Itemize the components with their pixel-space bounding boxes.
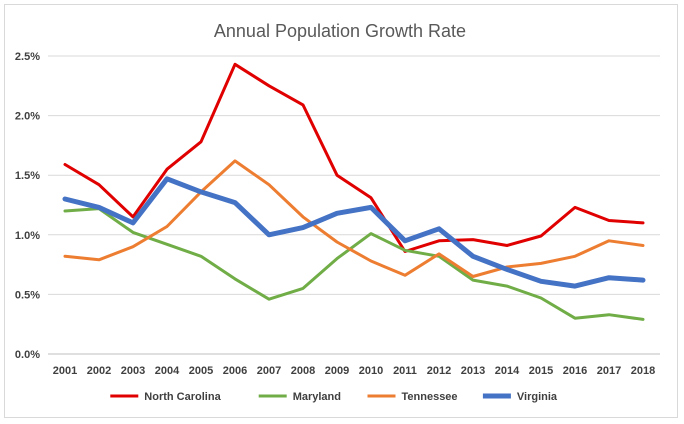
legend-label-tennessee: Tennessee bbox=[402, 391, 458, 403]
series-line-tennessee bbox=[63, 159, 645, 278]
y-tick-label: 2.5% bbox=[15, 51, 40, 63]
y-tick-label: 0.5% bbox=[15, 289, 40, 301]
legend-label-maryland: Maryland bbox=[293, 391, 341, 403]
grid-lines bbox=[48, 55, 660, 355]
y-tick-label: 1.5% bbox=[15, 170, 40, 182]
series-line-north-carolina bbox=[63, 62, 645, 253]
x-axis-ticks: 2001 2002 2003 2004 2005 2006 2007 2008 2009 2010… bbox=[53, 365, 655, 377]
x-tick-label: 2014 bbox=[495, 365, 520, 377]
series-line-maryland bbox=[63, 207, 645, 321]
legend: North Carolina Maryland Tennessee Virginia bbox=[110, 391, 558, 403]
series-lines bbox=[62, 62, 646, 321]
x-tick-label: 2005 bbox=[189, 365, 213, 377]
legend-label-virginia: Virginia bbox=[517, 391, 558, 403]
x-tick-label: 2007 bbox=[257, 365, 281, 377]
y-axis-ticks: 0.0% 0.5% 1.0% 1.5% 2.0% 2.5% bbox=[15, 51, 40, 361]
y-tick-label: 2.0% bbox=[15, 111, 40, 123]
x-tick-label: 2010 bbox=[359, 365, 383, 377]
x-tick-label: 2002 bbox=[87, 365, 111, 377]
x-tick-label: 2001 bbox=[53, 365, 77, 377]
x-tick-label: 2012 bbox=[427, 365, 451, 377]
x-tick-label: 2003 bbox=[121, 365, 145, 377]
y-tick-label: 1.0% bbox=[15, 230, 40, 242]
x-tick-label: 2011 bbox=[393, 365, 417, 377]
series-line-virginia bbox=[62, 176, 646, 289]
y-tick-label: 0.0% bbox=[15, 349, 40, 361]
x-tick-label: 2009 bbox=[325, 365, 349, 377]
legend-label-north-carolina: North Carolina bbox=[144, 391, 221, 403]
x-tick-label: 2004 bbox=[155, 365, 180, 377]
chart-title: Annual Population Growth Rate bbox=[214, 21, 466, 41]
x-tick-label: 2013 bbox=[461, 365, 485, 377]
x-tick-label: 2015 bbox=[529, 365, 553, 377]
x-tick-label: 2006 bbox=[223, 365, 247, 377]
x-tick-label: 2016 bbox=[563, 365, 587, 377]
x-tick-label: 2008 bbox=[291, 365, 315, 377]
x-tick-label: 2018 bbox=[631, 365, 655, 377]
x-tick-label: 2017 bbox=[597, 365, 621, 377]
